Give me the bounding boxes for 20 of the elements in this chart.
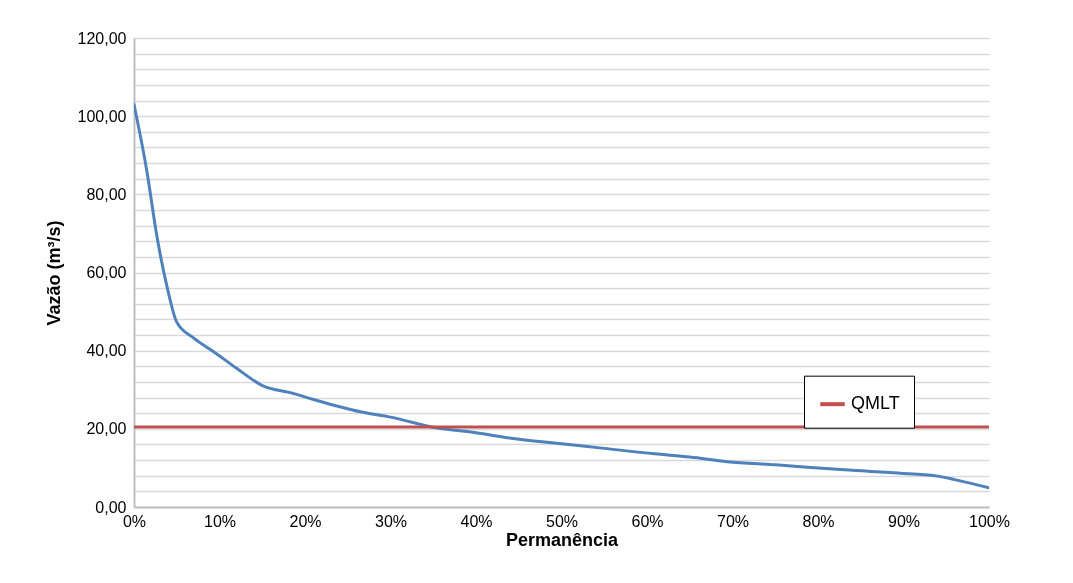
y-tick-label: 100,00: [77, 107, 127, 125]
x-tick-label: 80%: [802, 512, 835, 530]
x-tick-label: 50%: [545, 512, 579, 530]
x-axis-title: Permanência: [505, 529, 620, 550]
y-tick-label: 120,00: [77, 29, 127, 47]
line-series: [134, 102, 989, 490]
x-tick-label: 100%: [969, 512, 1010, 530]
y-tick-label: 20,00: [86, 420, 127, 438]
legend-label: QMLT: [851, 393, 900, 414]
x-tick-label: 30%: [374, 512, 408, 530]
y-tick-label: 80,00: [86, 185, 127, 203]
y-axis-title: Vazão (m³/s): [43, 220, 64, 326]
x-tick-label: 70%: [716, 512, 750, 530]
y-tick-label: 40,00: [86, 342, 127, 360]
x-tick-label: 20%: [289, 512, 322, 530]
x-tick-label: 40%: [460, 512, 493, 530]
y-tick-label: 60,00: [86, 264, 127, 281]
x-tick-label: 90%: [887, 512, 921, 530]
x-tick-label: 60%: [631, 512, 664, 530]
x-tick-label: 10%: [203, 512, 237, 530]
